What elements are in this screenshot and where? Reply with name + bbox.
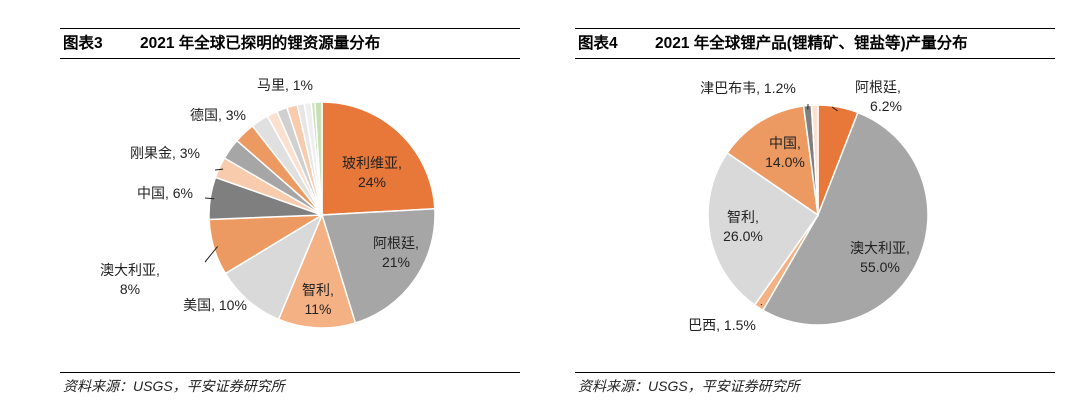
slice-label: 智利, — [727, 209, 759, 225]
slice-label: 阿根廷, — [373, 235, 419, 251]
chart-title-bar: 图表3 2021 年全球已探明的锂资源量分布 — [60, 28, 520, 59]
pie-slice — [761, 111, 929, 326]
slice-label: 中国, 6% — [137, 185, 193, 201]
leader-line — [831, 106, 838, 112]
pie-slice — [810, 104, 819, 216]
slice-value-label: 26.0% — [723, 228, 763, 244]
chart-panel-3: 图表3 2021 年全球已探明的锂资源量分布 资料来源：USGS，平安证券研究所 — [60, 0, 520, 403]
source-note: 资料来源：USGS，平安证券研究所 — [60, 372, 520, 399]
slice-label: 澳大利亚, — [850, 240, 910, 256]
pie-slice — [277, 212, 357, 329]
slice-label: 巴西, 1.5% — [688, 317, 756, 333]
leader-line — [204, 197, 215, 200]
slice-label: 美国, 10% — [183, 297, 247, 313]
pie-slice — [320, 207, 436, 324]
pie-slice — [707, 151, 820, 306]
slice-label: 津巴布韦, 1.2% — [700, 80, 796, 96]
slice-value-label: 6.2% — [870, 98, 902, 114]
chart-title: 2021 年全球已探明的锂资源量分布 — [140, 35, 381, 52]
slice-label: 阿根廷, — [855, 79, 901, 95]
slice-value-label: 11% — [305, 301, 332, 317]
slice-value-label: 14.0% — [765, 154, 805, 170]
pie-slice — [726, 105, 819, 217]
slice-label: 智利, — [302, 282, 334, 298]
pie-slice — [314, 101, 323, 216]
slice-label: 澳大利亚, — [100, 262, 160, 278]
figure-number: 图表3 — [63, 35, 103, 52]
source-note: 资料来源：USGS，平安证券研究所 — [575, 372, 1055, 399]
slice-label: 德国, 3% — [190, 107, 246, 123]
leader-line — [204, 246, 219, 263]
slice-label: 玻利维亚, — [342, 155, 402, 171]
pie-slice — [224, 213, 324, 321]
leader-line — [760, 303, 763, 306]
chart-panel-4: 图表4 2021 年全球锂产品(锂精矿、锂盐等)产量分布 资料来源：USGS，平… — [575, 0, 1055, 403]
slice-label: 中国, — [769, 135, 801, 151]
figure-number: 图表4 — [578, 35, 618, 52]
slice-value-label: 55.0% — [860, 259, 900, 275]
slice-label: 刚果金, 3% — [130, 145, 200, 161]
chart-title: 2021 年全球锂产品(锂精矿、锂盐等)产量分布 — [655, 35, 968, 52]
pie-slice — [321, 101, 436, 216]
slice-value-label: 24% — [358, 174, 386, 190]
slice-value-label: 8% — [120, 281, 140, 297]
slice-value-label: 21% — [382, 254, 410, 270]
leader-line — [214, 168, 224, 171]
slice-label: 马里, 1% — [257, 77, 313, 93]
chart-title-bar: 图表4 2021 年全球锂产品(锂精矿、锂盐等)产量分布 — [575, 28, 1055, 59]
